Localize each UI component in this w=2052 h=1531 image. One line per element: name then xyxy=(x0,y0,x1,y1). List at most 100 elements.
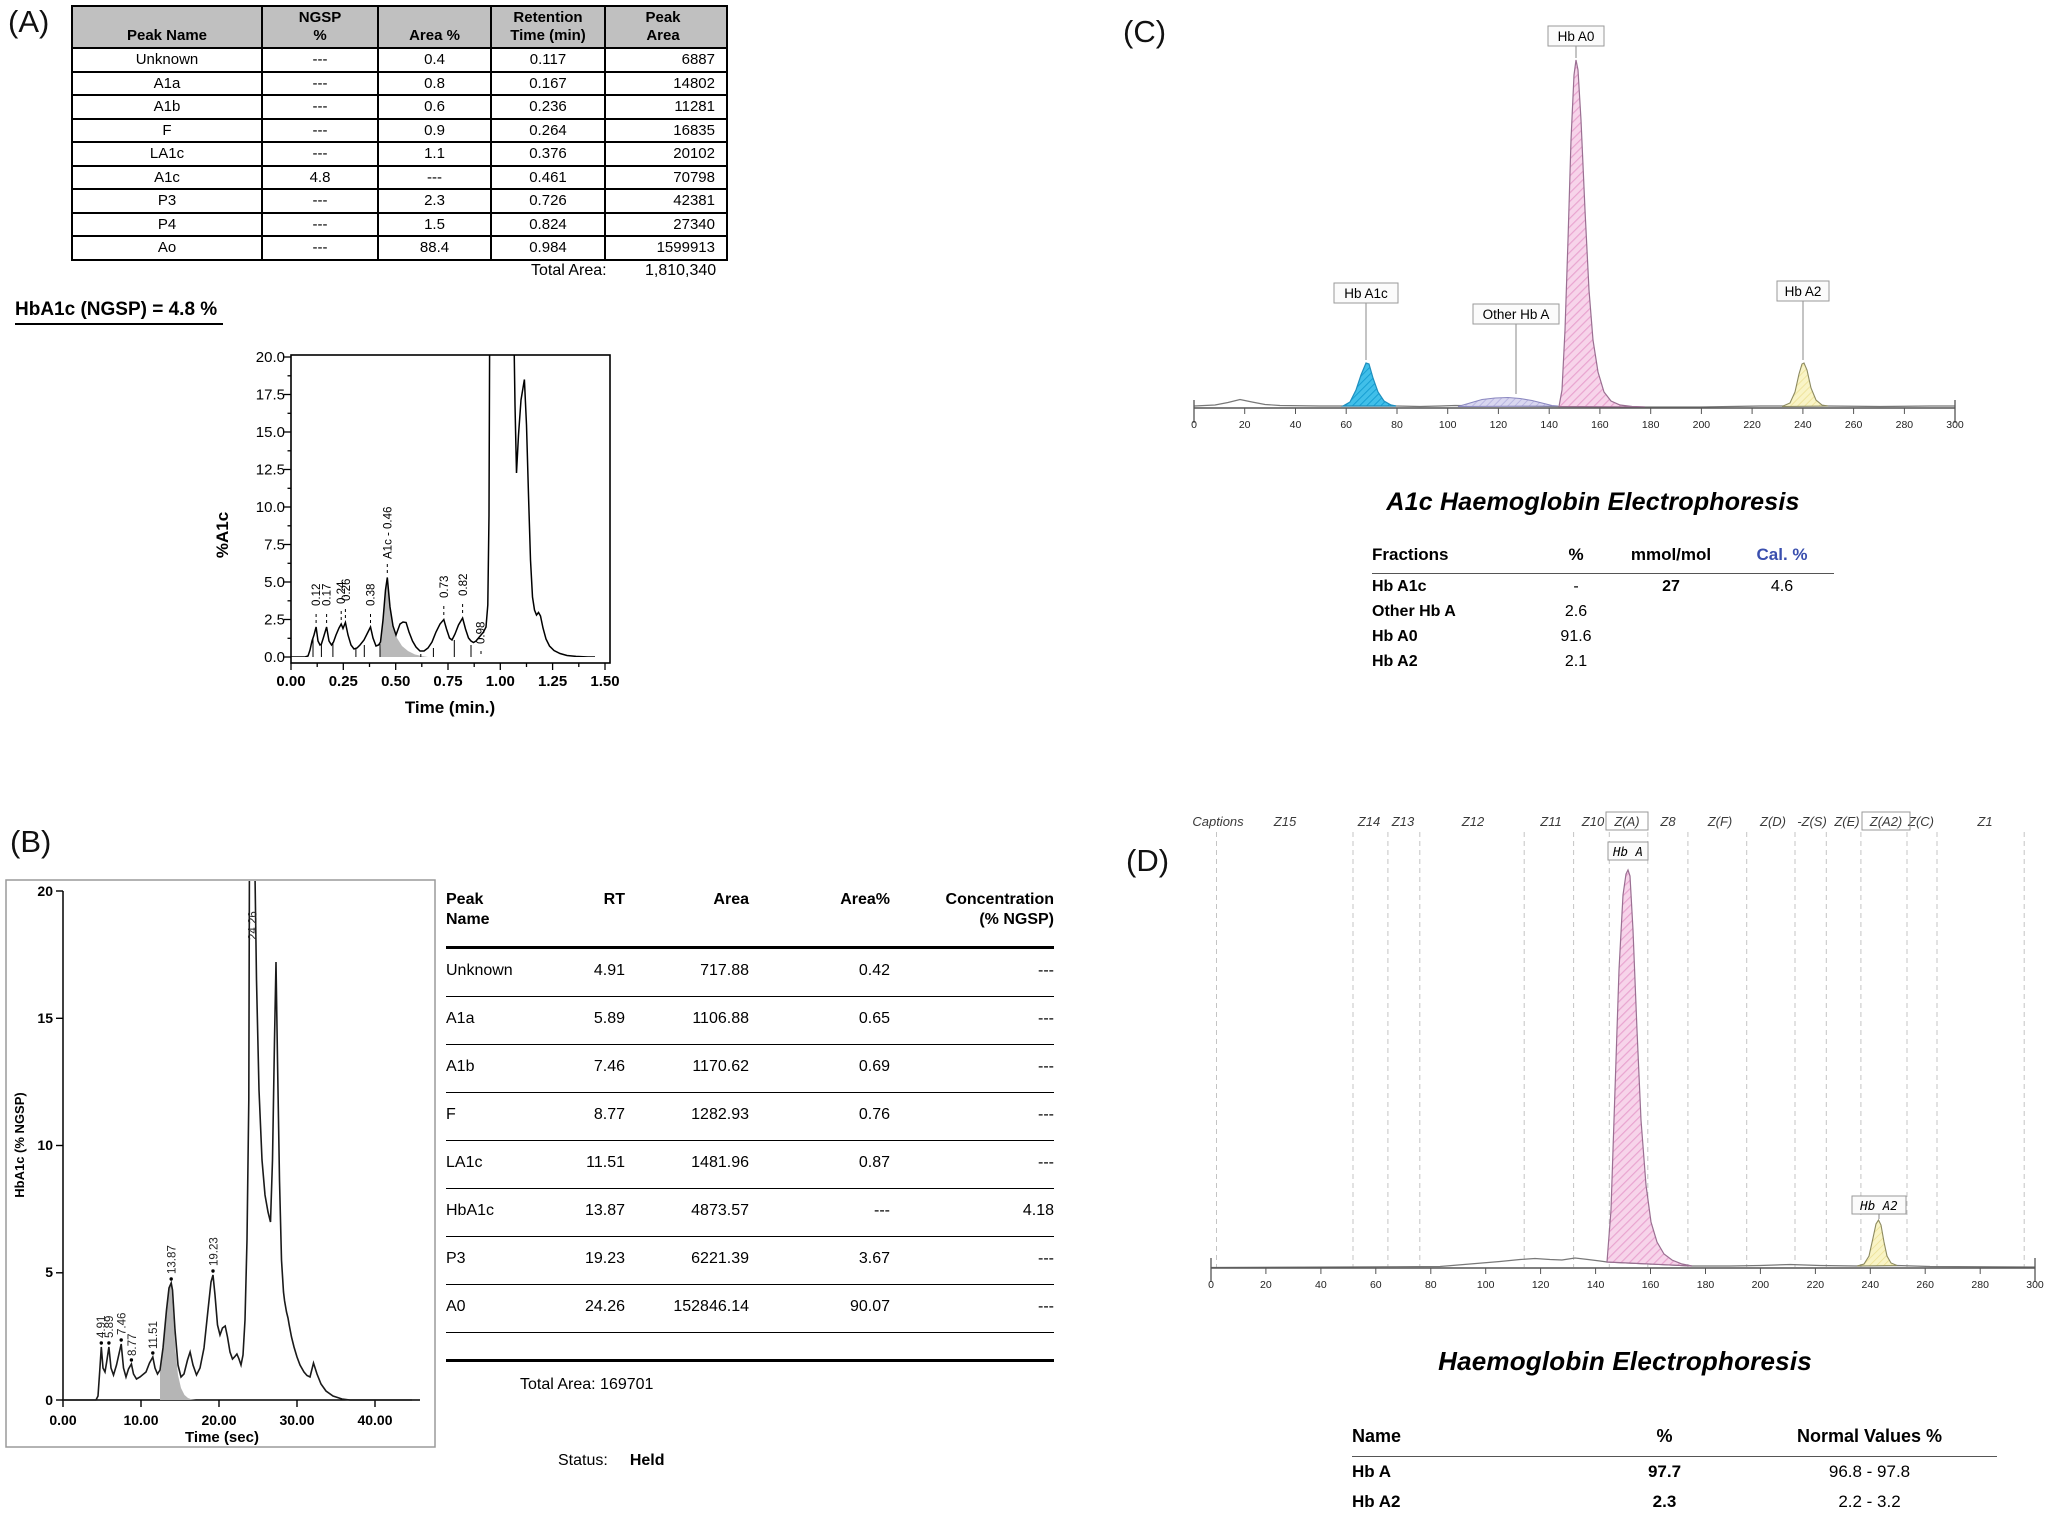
svg-text:Z(A2): Z(A2) xyxy=(1869,814,1903,829)
svg-text:Z10: Z10 xyxy=(1581,814,1605,829)
peak-label: Hb A1c xyxy=(1344,286,1388,301)
col-header: Area xyxy=(646,27,680,44)
table-row: Hb A2 2.1 xyxy=(1372,653,1588,670)
svg-text:2.5: 2.5 xyxy=(264,612,285,629)
table-row: F --- 0.9 0.264 16835 xyxy=(73,119,726,143)
svg-text:280: 280 xyxy=(1896,419,1914,431)
svg-text:0.26: 0.26 xyxy=(341,579,353,601)
svg-text:40: 40 xyxy=(1315,1279,1327,1291)
svg-text:160: 160 xyxy=(1591,419,1609,431)
peak-labels: 4.91 5.89 7.46 8.77 11.51 13.87 19.23 24… xyxy=(96,911,260,1356)
svg-text:100: 100 xyxy=(1439,419,1457,431)
status-value: Held xyxy=(629,1452,665,1469)
table-header-row: Name % Normal Values % xyxy=(1352,1426,1997,1457)
y-tick-labels: 0.0 2.5 5.0 7.5 10.0 12.5 15.0 17.5 20.0 xyxy=(256,349,285,666)
svg-text:7.46: 7.46 xyxy=(117,1313,129,1335)
total-area-line: Total Area: 169701 xyxy=(520,1376,654,1393)
svg-text:Z13: Z13 xyxy=(1391,814,1415,829)
table-row: P3 19.23 6221.39 3.67 --- xyxy=(446,1237,1054,1285)
status-line: Status: Held xyxy=(446,1452,1054,1470)
svg-text:260: 260 xyxy=(1845,419,1863,431)
table-row: Hb A 97.7 96.8 - 97.8 xyxy=(1352,1462,1911,1481)
col-header: Concentration xyxy=(945,891,1054,908)
table-row: A1b 7.46 1170.62 0.69 --- xyxy=(446,1045,1054,1093)
zone-boundaries xyxy=(1216,832,2025,1267)
svg-text:0.17: 0.17 xyxy=(322,584,334,606)
svg-text:13.87: 13.87 xyxy=(167,1245,179,1274)
panel-b-results-table: Peak Name RT Area Area% Concentration (% N… xyxy=(446,890,1054,1470)
col-header: Time (min) xyxy=(510,27,586,44)
svg-text:17.5: 17.5 xyxy=(256,387,285,404)
peak-label: Hb A2 xyxy=(1859,1198,1898,1213)
svg-text:100: 100 xyxy=(1477,1279,1495,1291)
svg-text:280: 280 xyxy=(1971,1279,1989,1291)
svg-text:0.82: 0.82 xyxy=(458,574,470,596)
table-row: LA1c --- 1.1 0.376 20102 xyxy=(73,143,726,167)
status-label: Status: xyxy=(558,1452,608,1469)
x-ticks xyxy=(1244,408,1905,414)
baseline-trace xyxy=(1210,1257,2036,1269)
svg-text:260: 260 xyxy=(1916,1279,1934,1291)
peak-label: Other Hb A xyxy=(1483,307,1550,322)
svg-text:0.24: 0.24 xyxy=(336,581,348,604)
svg-text:12.5: 12.5 xyxy=(256,462,285,479)
table-row: P4 --- 1.5 0.824 27340 xyxy=(73,213,726,237)
svg-text:Z12: Z12 xyxy=(1461,814,1485,829)
col-header: (% NGSP) xyxy=(979,911,1054,928)
svg-text:0.12: 0.12 xyxy=(311,584,323,606)
a1c-shaded-peak xyxy=(380,577,428,657)
table-row: Ao --- 88.4 0.984 1599913 xyxy=(73,237,726,259)
svg-text:120: 120 xyxy=(1490,419,1508,431)
svg-text:0.0: 0.0 xyxy=(264,649,285,666)
table-header-row: Fractions % mmol/mol Cal. % xyxy=(1372,545,1834,574)
table-header-row: Peak Name NGSP% Area % Retention Time (mi… xyxy=(73,7,726,49)
svg-text:0.25: 0.25 xyxy=(329,673,358,690)
table-row: A1a --- 0.8 0.167 14802 xyxy=(73,72,726,96)
x-ticks xyxy=(290,663,606,670)
panel-c-tag: (C) xyxy=(1123,14,1167,49)
svg-text:0.00: 0.00 xyxy=(49,1412,76,1428)
total-area-value: 1,810,340 xyxy=(645,262,717,279)
panel-d-electrophoresis: Captions Z15 Z14 Z13 Z12 Z11 Z10 Z(A) Z8… xyxy=(1192,811,2044,1291)
svg-text:7.5: 7.5 xyxy=(264,537,285,554)
table-row: P3 --- 2.3 0.726 42381 xyxy=(73,190,726,214)
table-row: Hb A2 2.3 2.2 - 3.2 xyxy=(1352,1492,1901,1511)
peak-labels: 0.12 0.17 0.24 0.26 0.38 A1c - 0.46 0.73… xyxy=(311,507,488,644)
plot-frame xyxy=(290,354,611,664)
svg-text:20: 20 xyxy=(1239,419,1251,431)
svg-text:60: 60 xyxy=(1370,1279,1382,1291)
table-header-row: Peak Name RT Area Area% Concentration (% N… xyxy=(446,890,1054,949)
table-row: A1c 4.8 --- 0.461 70798 xyxy=(73,166,726,190)
svg-text:Z(E): Z(E) xyxy=(1833,814,1859,829)
svg-text:120: 120 xyxy=(1532,1279,1550,1291)
svg-text:40.00: 40.00 xyxy=(357,1412,392,1428)
svg-text:240: 240 xyxy=(1794,419,1812,431)
y-ticks xyxy=(56,890,63,1401)
panel-b-tag: (B) xyxy=(10,824,52,859)
svg-text:0: 0 xyxy=(1191,419,1197,431)
svg-text:300: 300 xyxy=(2026,1279,2044,1291)
col-header: Name xyxy=(446,911,490,928)
svg-text:80: 80 xyxy=(1425,1279,1437,1291)
table-row: Unknown --- 0.4 0.117 6887 xyxy=(73,49,726,73)
panel-c-title: A1c Haemoglobin Electrophoresis xyxy=(1386,488,1800,516)
hba1c-result-line: HbA1c (NGSP) = 4.8 % xyxy=(15,299,224,325)
svg-text:Z(D): Z(D) xyxy=(1759,814,1786,829)
col-header: % xyxy=(1568,545,1584,564)
other-hb-a-peak xyxy=(1457,396,1559,408)
svg-text:A1c - 0.46: A1c - 0.46 xyxy=(383,507,395,559)
table-bottom-rule xyxy=(446,1333,1054,1362)
svg-text:0.98: 0.98 xyxy=(476,622,488,644)
col-header: mmol/mol xyxy=(1630,545,1712,564)
svg-text:15.0: 15.0 xyxy=(256,424,285,441)
table-row: Other Hb A 2.6 xyxy=(1372,603,1588,620)
svg-text:8.77: 8.77 xyxy=(127,1334,139,1356)
svg-text:Z(A): Z(A) xyxy=(1613,814,1639,829)
svg-text:1.25: 1.25 xyxy=(538,673,567,690)
integration-lines xyxy=(312,638,472,657)
svg-text:15: 15 xyxy=(37,1010,53,1026)
svg-text:220: 220 xyxy=(1743,419,1761,431)
chromatogram-trace xyxy=(291,355,595,657)
col-header: Retention xyxy=(513,9,583,26)
